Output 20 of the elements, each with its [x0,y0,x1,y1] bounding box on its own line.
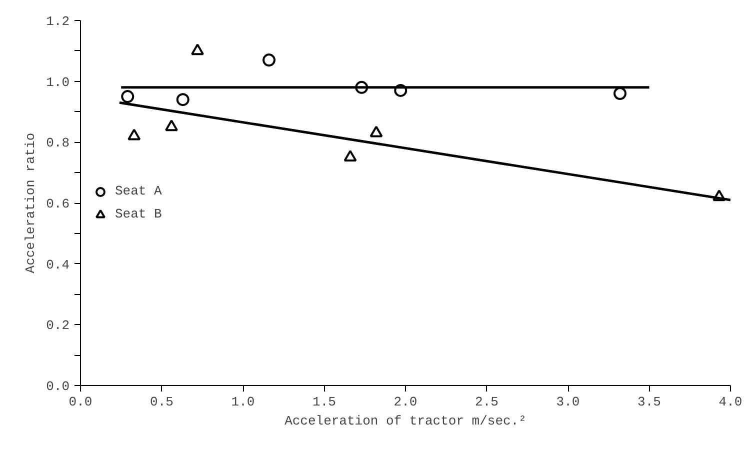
y-tick-label: 0.0 [46,379,70,394]
y-tick-label: 0.4 [46,257,70,272]
y-tick-label: 1.0 [46,74,70,90]
x-tick-label: 4.0 [718,394,742,410]
y-axis-title: Acceleration ratio [23,132,38,274]
y-tick-label: 0.6 [46,196,70,212]
x-tick-label: 1.5 [312,394,336,410]
y-tick-label: 1.2 [46,14,70,29]
legend-label: Seat B [115,206,162,222]
x-tick-label: 2.5 [475,394,498,410]
x-tick-label: 1.0 [231,394,255,410]
x-tick-label: 3.5 [638,394,661,410]
x-axis-title: Acceleration of tractor m/sec.² [284,414,526,428]
legend-label: Seat A [115,184,162,198]
x-tick-label: 0.0 [68,394,92,410]
x-tick-label: 2.0 [394,394,418,410]
x-tick-label: 3.0 [556,394,580,410]
y-tick-label: 0.2 [46,318,70,334]
y-tick-label: 0.8 [46,136,70,151]
x-tick-label: 0.5 [150,394,174,410]
